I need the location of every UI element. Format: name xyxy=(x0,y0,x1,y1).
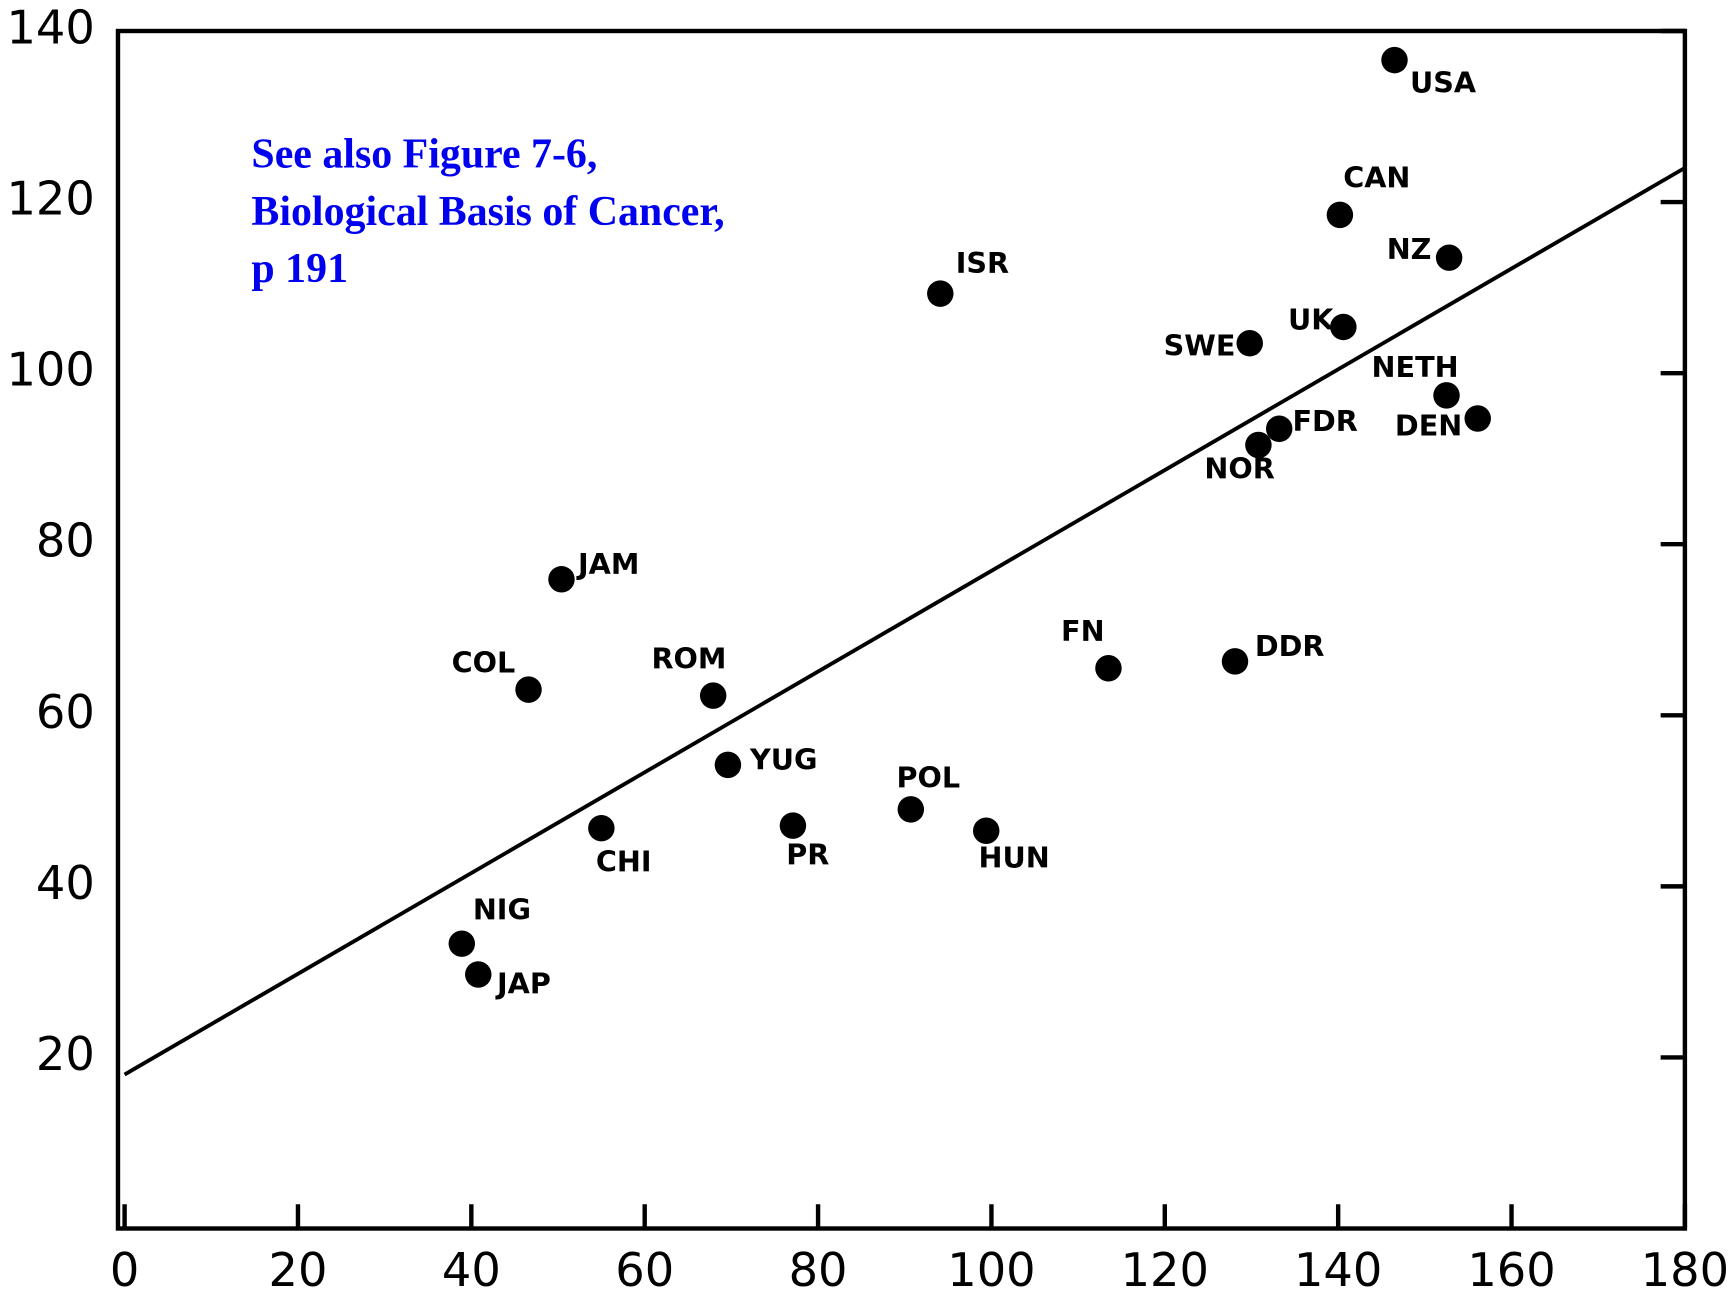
point xyxy=(1245,431,1272,459)
x-tick-label: 0 xyxy=(110,1243,139,1297)
point-label: POL xyxy=(896,761,960,795)
x-tick-label: 40 xyxy=(442,1243,501,1297)
point-label: YUG xyxy=(749,743,818,777)
point xyxy=(927,280,954,307)
point xyxy=(972,817,1000,844)
y-tick-label: 80 xyxy=(36,514,95,568)
x-tick-label: 60 xyxy=(615,1243,674,1297)
point-label: CHI xyxy=(596,844,652,878)
point-label: USA xyxy=(1410,65,1477,99)
y-tick-label: 140 xyxy=(6,1,94,55)
point xyxy=(448,930,476,957)
point-label: ISR xyxy=(956,246,1009,280)
annotation: Biological Basis of Cancer, xyxy=(251,189,724,235)
point xyxy=(1095,655,1122,682)
x-tick-label: 20 xyxy=(269,1243,328,1297)
plot-frame xyxy=(115,28,1688,1231)
point xyxy=(1330,313,1357,341)
fit-line xyxy=(123,166,1686,1077)
y-tick-label: 60 xyxy=(36,685,95,739)
point xyxy=(1433,382,1460,409)
point-label: COL xyxy=(452,645,516,679)
point-label: HUN xyxy=(979,840,1050,874)
point xyxy=(897,796,925,823)
point-label: SWE xyxy=(1164,329,1236,363)
point-label: NETH xyxy=(1372,350,1459,384)
x-tick-label: 160 xyxy=(1467,1243,1555,1297)
point-label: DEN xyxy=(1395,408,1462,442)
y-tick-label: 120 xyxy=(6,172,94,226)
point-label: JAM xyxy=(576,547,639,581)
point xyxy=(699,682,727,709)
point xyxy=(1435,244,1463,271)
point-label: UK xyxy=(1288,302,1335,336)
point-label: CAN xyxy=(1343,161,1410,195)
point-label: FDR xyxy=(1292,404,1357,438)
x-tick-label: 140 xyxy=(1294,1243,1382,1297)
point xyxy=(465,961,492,988)
x-tick-label: 120 xyxy=(1121,1243,1209,1297)
y-tick-label: 20 xyxy=(36,1027,95,1081)
point xyxy=(779,812,807,839)
point-label: DDR xyxy=(1255,629,1325,663)
x-tick-label: 100 xyxy=(947,1243,1035,1297)
point-label: JAP xyxy=(495,966,551,1000)
point-label: NIG xyxy=(473,893,531,927)
point-label: NZ xyxy=(1387,232,1432,266)
point-label: ROM xyxy=(651,641,726,675)
point xyxy=(515,676,542,703)
point xyxy=(1221,648,1249,675)
y-tick-label: 100 xyxy=(6,343,94,397)
point-label: FN xyxy=(1061,614,1105,648)
point xyxy=(1381,46,1408,74)
x-tick-label: 180 xyxy=(1641,1243,1729,1297)
annotation: p 191 xyxy=(251,246,348,292)
point-label: PR xyxy=(786,838,829,872)
y-tick-label: 40 xyxy=(36,856,95,910)
point-label: NOR xyxy=(1204,451,1274,485)
point xyxy=(588,814,615,842)
point xyxy=(1326,201,1354,229)
x-tick-label: 80 xyxy=(789,1243,848,1297)
annotation: See also Figure 7-6, xyxy=(251,131,597,177)
point xyxy=(1265,415,1293,442)
point xyxy=(548,566,575,593)
point xyxy=(1464,405,1491,432)
point xyxy=(714,751,742,779)
point xyxy=(1236,329,1263,357)
